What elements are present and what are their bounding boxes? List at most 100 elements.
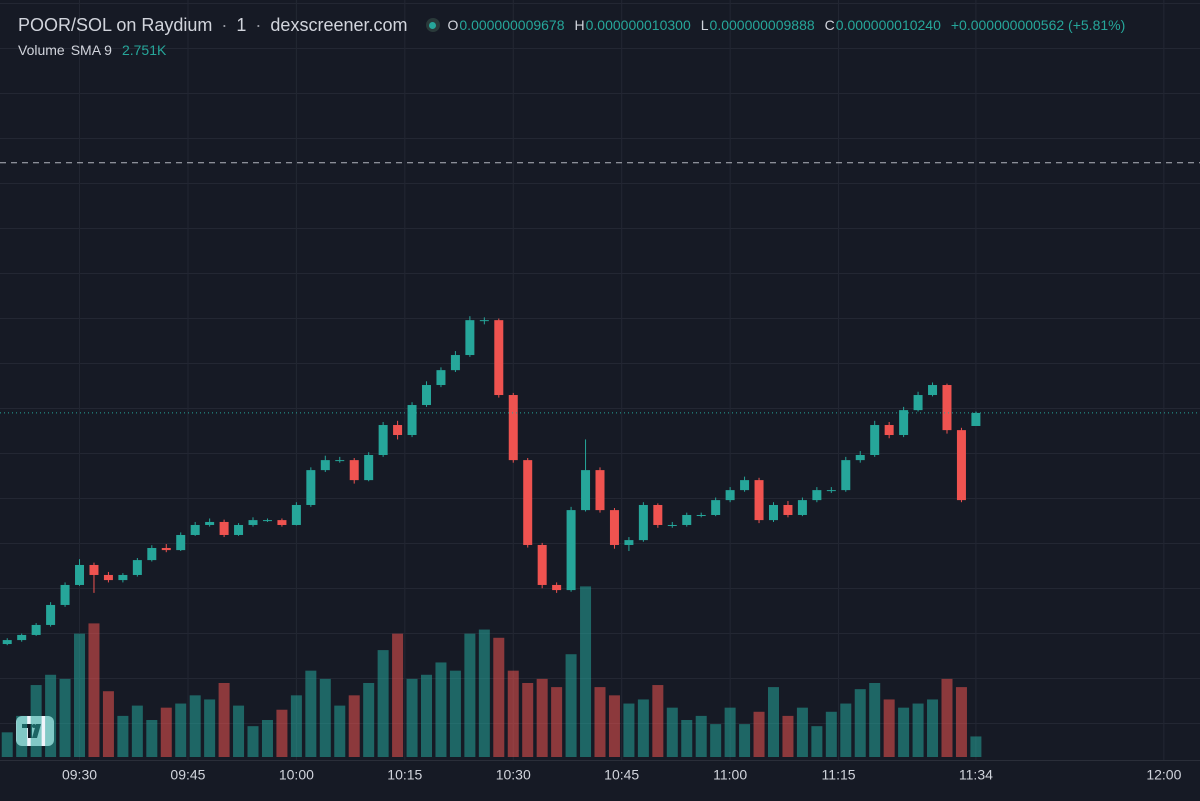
- volume-bar: [507, 670, 519, 757]
- x-tick-label: 10:15: [387, 767, 422, 783]
- volume-bar: [74, 633, 86, 757]
- candle-body: [956, 430, 966, 501]
- volume-bar: [825, 711, 837, 757]
- candle-body: [797, 500, 807, 515]
- volume-bar: [30, 685, 42, 757]
- x-tick-label: 12:00: [1146, 767, 1181, 783]
- source: dexscreener.com: [270, 14, 408, 35]
- volume-bar: [131, 705, 143, 757]
- symbol-row: POOR/SOL on Raydium · 1 · dexscreener.co…: [18, 12, 1125, 38]
- volume-bar: [233, 705, 245, 757]
- volume-bar: [102, 691, 114, 757]
- candle-body: [89, 564, 99, 575]
- candle-body: [566, 510, 576, 591]
- volume-bar: [319, 678, 331, 757]
- volume-bar: [117, 715, 129, 757]
- volume-bar: [392, 633, 404, 757]
- candle-body: [711, 500, 721, 515]
- candle-body: [465, 320, 475, 356]
- volume-bar: [160, 707, 172, 757]
- volume-bar: [883, 699, 895, 757]
- candle-body: [494, 320, 504, 396]
- candle-body: [812, 490, 822, 501]
- candle-body: [971, 412, 981, 426]
- candle-body: [393, 425, 403, 436]
- volume-bar: [45, 674, 57, 757]
- candle-body: [349, 460, 359, 481]
- candle-body: [176, 534, 186, 551]
- volume-bar: [970, 736, 982, 757]
- volume-bar: [218, 683, 230, 757]
- open-key: O: [447, 17, 459, 33]
- candle-body: [754, 480, 764, 521]
- x-tick-label: 10:30: [496, 767, 531, 783]
- volume-bar: [565, 654, 577, 757]
- candle-body: [277, 520, 287, 525]
- candle-body: [696, 514, 706, 516]
- x-tick-label: 10:00: [279, 767, 314, 783]
- volume-bar: [478, 629, 490, 757]
- volume-bar: [536, 678, 548, 757]
- candle-body: [205, 521, 215, 525]
- x-tick-label: 10:45: [604, 767, 639, 783]
- volume-bar: [695, 715, 707, 757]
- volume-bar: [493, 637, 505, 757]
- candle-body: [841, 460, 851, 491]
- volume-bar: [580, 586, 592, 757]
- candle-body: [667, 524, 677, 526]
- candle-body: [335, 460, 345, 462]
- candle-body: [552, 584, 562, 591]
- candle-body: [653, 504, 663, 525]
- volume-bar: [955, 687, 967, 757]
- volume-bar: [811, 726, 823, 757]
- candle-body: [132, 560, 142, 575]
- candle-body: [870, 425, 880, 456]
- background-grid: [0, 0, 1200, 760]
- interval: 1: [236, 14, 247, 35]
- volume-bar: [305, 670, 317, 757]
- volume-bar: [421, 674, 433, 757]
- symbol: POOR/SOL on Raydium: [18, 14, 213, 35]
- candle-body: [450, 355, 460, 371]
- volume-bar: [377, 650, 389, 757]
- candle-body: [884, 425, 894, 436]
- candle-body: [899, 410, 909, 436]
- volume-bar: [710, 724, 722, 757]
- volume-bar: [840, 703, 852, 757]
- volume-bar: [623, 703, 635, 757]
- volume-bar: [247, 726, 259, 757]
- change-value: +0.000000000562 (+5.81%): [950, 17, 1126, 33]
- candle-body: [740, 480, 750, 491]
- candle-body: [364, 455, 374, 481]
- volume-bar: [739, 724, 751, 757]
- volume-bar: [767, 687, 779, 757]
- x-tick-label: 09:45: [170, 767, 205, 783]
- x-tick-label: 11:34: [959, 767, 993, 783]
- candle-body: [118, 574, 128, 581]
- volume-bar: [16, 715, 28, 757]
- legend-header: POOR/SOL on Raydium · 1 · dexscreener.co…: [18, 12, 1125, 59]
- candle-body: [147, 548, 157, 561]
- volume-bar: [290, 695, 302, 757]
- candle-body: [581, 470, 591, 511]
- candle-body: [624, 540, 634, 545]
- x-tick-label: 11:15: [822, 767, 856, 783]
- volume-bar: [637, 699, 649, 757]
- volume-bar: [363, 683, 375, 757]
- volume-row: Volume SMA 9 2.751K: [18, 42, 1125, 58]
- candle-body: [75, 564, 85, 585]
- candle-body: [913, 395, 923, 411]
- separator: ·: [221, 14, 228, 35]
- candle-body: [537, 544, 547, 585]
- separator: ·: [255, 14, 262, 35]
- volume-bar: [175, 703, 187, 757]
- candle-body: [234, 524, 244, 535]
- close-key: C: [824, 17, 835, 33]
- volume-bar: [1, 732, 13, 757]
- candle-body: [783, 504, 793, 515]
- candle-body: [422, 385, 432, 406]
- candle-body: [725, 490, 735, 501]
- volume-bar: [927, 699, 939, 757]
- candle-body: [190, 524, 200, 535]
